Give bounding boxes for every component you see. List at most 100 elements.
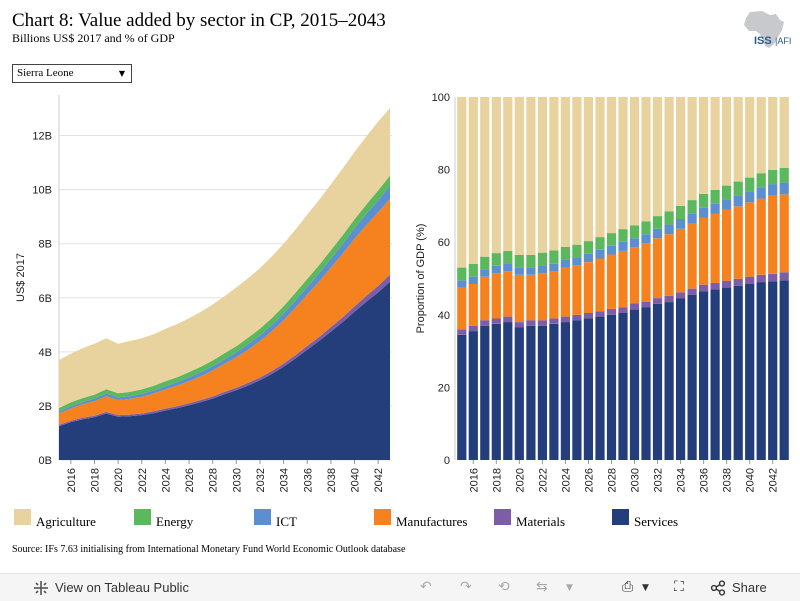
bar-energy-2026: [583, 241, 593, 254]
bar-agriculture-2037: [710, 97, 720, 190]
source-note: Source: IFs 7.63 initialising from Inter…: [12, 544, 406, 555]
bar-y-axis-title: Proportion of GDP (%): [415, 224, 427, 334]
bar-energy-2042: [768, 170, 778, 185]
bar-agriculture-2016: [468, 97, 478, 264]
bar-agriculture-2039: [733, 97, 743, 182]
bar-materials-2020: [514, 322, 524, 328]
bar-energy-2038: [722, 185, 732, 200]
bar-manufactures-2036: [699, 217, 709, 285]
bar-services-2015: [457, 334, 467, 460]
bar-materials-2027: [595, 311, 605, 317]
bar-services-2025: [572, 320, 582, 460]
chart-subtitle: Billions US$ 2017 and % of GDP: [12, 31, 175, 45]
bar-manufactures-2040: [745, 202, 755, 277]
bar-manufactures-2020: [514, 274, 524, 323]
revert-icon[interactable]: ⟲: [498, 579, 510, 595]
bar-services-2038: [722, 287, 732, 460]
bar-materials-2043: [779, 272, 789, 281]
bar-ict-2037: [710, 203, 720, 214]
bar-ict-2033: [664, 224, 674, 235]
bar-manufactures-2029: [618, 250, 628, 308]
bar-energy-2022: [537, 252, 547, 265]
bar-manufactures-2038: [722, 209, 732, 281]
legend-label: Services: [634, 514, 679, 529]
bar-agriculture-2019: [503, 97, 513, 251]
area-x-tick-label: 2018: [89, 468, 101, 492]
bar-services-2027: [595, 316, 605, 460]
area-chart: 0B 2B 4B 6B 8B 10B 12B 2016 2018 2020 2022 2024 2026…: [15, 95, 392, 492]
bar-agriculture-2015: [457, 97, 467, 268]
bar-agriculture-2035: [687, 97, 697, 201]
bar-services-2032: [652, 303, 663, 460]
bar-materials-2033: [664, 295, 674, 303]
bar-services-2024: [560, 322, 570, 460]
bar-ict-2043: [779, 182, 789, 195]
bar-manufactures-2034: [676, 228, 686, 293]
download-icon[interactable]: ⎙: [622, 579, 634, 595]
bar-manufactures-2017: [480, 276, 490, 321]
bar-materials-2036: [699, 284, 709, 292]
bar-materials-2019: [503, 316, 513, 322]
redo-icon[interactable]: ↷: [460, 579, 472, 595]
area-y-tick-label: 8B: [39, 239, 52, 251]
bar-manufactures-2022: [537, 273, 547, 321]
bar-agriculture-2027: [595, 97, 605, 238]
bar-ict-2021: [526, 267, 536, 275]
bar-ict-2027: [595, 249, 605, 259]
bar-services-2029: [618, 313, 628, 460]
bar-ict-2042: [768, 184, 778, 196]
bar-ict-2017: [480, 269, 490, 277]
country-selector[interactable]: Sierra Leone ▼: [12, 64, 132, 83]
area-x-tick-label: 2038: [326, 468, 338, 492]
bar-energy-2031: [641, 221, 651, 235]
bar-energy-2035: [687, 200, 697, 214]
bar-ict-2040: [745, 191, 755, 203]
bar-agriculture-2026: [583, 97, 593, 242]
legend: Agriculture Energy ICT Manufactures Material…: [0, 506, 800, 534]
bar-services-2030: [629, 309, 640, 460]
area-x-tick-label: 2030: [231, 468, 243, 492]
bar-x-tick-label: 2024: [560, 468, 572, 492]
bar-y-tick-label: 20: [438, 382, 450, 394]
bar-services-2031: [641, 307, 651, 460]
bar-agriculture-2021: [526, 97, 536, 255]
bar-y-tick-label: 100: [432, 92, 450, 104]
refresh-icon[interactable]: ⇆: [536, 579, 548, 595]
bar-materials-2021: [526, 320, 536, 326]
bar-manufactures-2033: [664, 234, 674, 296]
bar-ict-2039: [733, 195, 743, 207]
bar-services-2022: [537, 325, 547, 460]
bar-materials-2025: [572, 314, 582, 321]
country-selector-value: Sierra Leone: [17, 67, 74, 79]
undo-icon[interactable]: ↶: [420, 579, 432, 595]
area-x-tick-label: 2036: [302, 468, 314, 492]
area-x-tick-label: 2024: [160, 468, 172, 492]
bar-services-2036: [699, 291, 709, 460]
bar-ict-2015: [457, 280, 467, 288]
bar-materials-2016: [468, 325, 478, 332]
bar-x-tick-label: 2042: [768, 468, 780, 492]
bar-energy-2021: [526, 254, 536, 268]
bar-services-2035: [687, 294, 697, 460]
area-x-tick-label: 2040: [350, 468, 362, 492]
fullscreen-icon[interactable]: ⛶: [674, 579, 684, 595]
bar-energy-2018: [491, 253, 501, 266]
bar-materials-2035: [687, 288, 697, 295]
download-dropdown-icon[interactable]: ▼: [642, 583, 649, 593]
bar-agriculture-2025: [572, 97, 582, 245]
legend-label: Manufactures: [396, 514, 468, 529]
pause-dropdown-icon[interactable]: ▼: [566, 583, 573, 593]
bar-energy-2024: [560, 246, 570, 260]
bar-agriculture-2029: [618, 97, 628, 230]
bar-manufactures-2027: [595, 258, 605, 312]
area-series-manufactures: [59, 198, 390, 425]
bar-services-2020: [514, 327, 524, 460]
bar-materials-2031: [641, 301, 651, 308]
bar-services-2042: [768, 281, 778, 460]
legend-label: Agriculture: [36, 514, 96, 529]
bar-energy-2023: [549, 250, 559, 264]
bar-energy-2041: [756, 173, 766, 188]
bar-ict-2018: [491, 265, 501, 274]
share-label: Share: [732, 580, 767, 595]
bar-energy-2040: [745, 177, 755, 192]
